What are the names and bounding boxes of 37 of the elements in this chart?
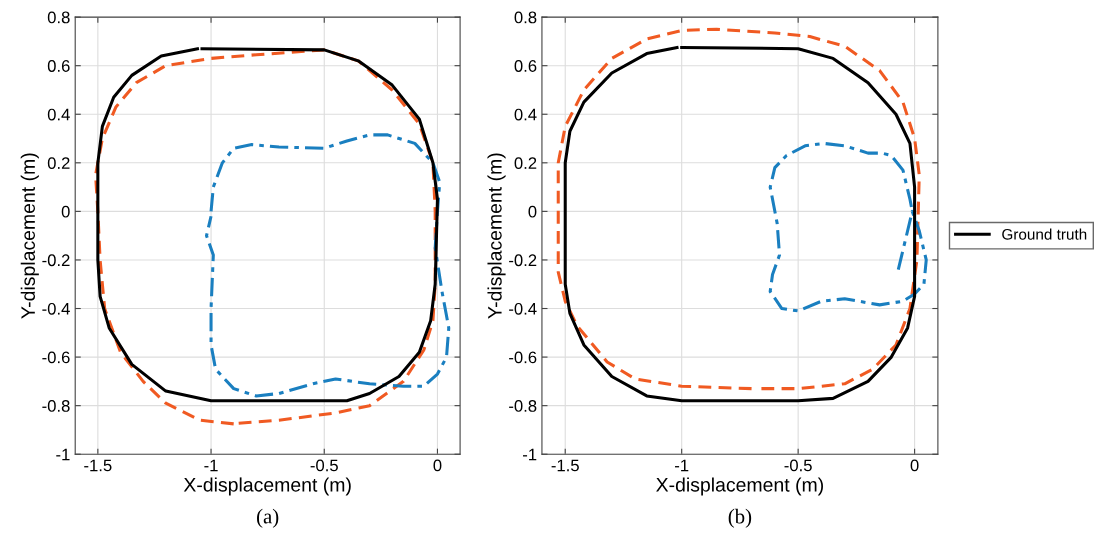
line-series — [204, 133, 451, 398]
y-tick-label: 0.4 — [514, 108, 537, 121]
x-tick-label: -1 — [204, 459, 218, 472]
y-tick-label: -0.8 — [509, 400, 537, 412]
x-axis-title: X-displacement (m) — [656, 477, 823, 496]
y-tick-label: -0.2 — [509, 254, 537, 267]
y-tick-label: -1 — [523, 448, 537, 461]
y-tick-label: 0.6 — [47, 60, 70, 72]
y-tick-label: -0.4 — [509, 302, 537, 315]
y-tick-label: 0 — [528, 205, 537, 218]
x-tick-label: -1.5 — [551, 459, 579, 472]
legend-label: Ground truth — [1002, 228, 1087, 240]
y-axis-title: Y-displacement (m) — [487, 153, 506, 319]
y-axis-title: Y-displacement (m) — [20, 153, 39, 319]
x-tick-label: 0 — [910, 459, 919, 472]
y-tick-label: 0.4 — [47, 108, 70, 121]
y-tick-label: 0.6 — [514, 60, 537, 72]
y-tick-label: 0.8 — [47, 11, 70, 24]
text: (a) — [257, 508, 279, 528]
y-tick-label: -0.6 — [509, 351, 537, 364]
y-tick-label: 0 — [61, 205, 70, 218]
y-tick-label: 0.2 — [47, 157, 70, 170]
y-tick-label: -0.4 — [42, 302, 70, 315]
y-tick-label: -0.8 — [42, 400, 70, 412]
x-tick-label: 0 — [433, 459, 442, 472]
x-axis-title: X-displacement (m) — [183, 477, 351, 496]
y-tick-label: 0.2 — [514, 157, 537, 170]
line-series — [768, 141, 928, 313]
y-tick-label: -0.6 — [42, 351, 70, 364]
y-tick-label: 0.8 — [514, 11, 537, 24]
x-tick-label: -0.5 — [784, 459, 812, 472]
y-tick-label: -0.2 — [42, 254, 70, 267]
x-tick-label: -1.5 — [84, 459, 112, 472]
text: (b) — [728, 508, 752, 528]
x-tick-label: -0.5 — [310, 459, 338, 472]
x-tick-label: -1 — [675, 459, 689, 472]
y-tick-label: -1 — [56, 448, 70, 461]
